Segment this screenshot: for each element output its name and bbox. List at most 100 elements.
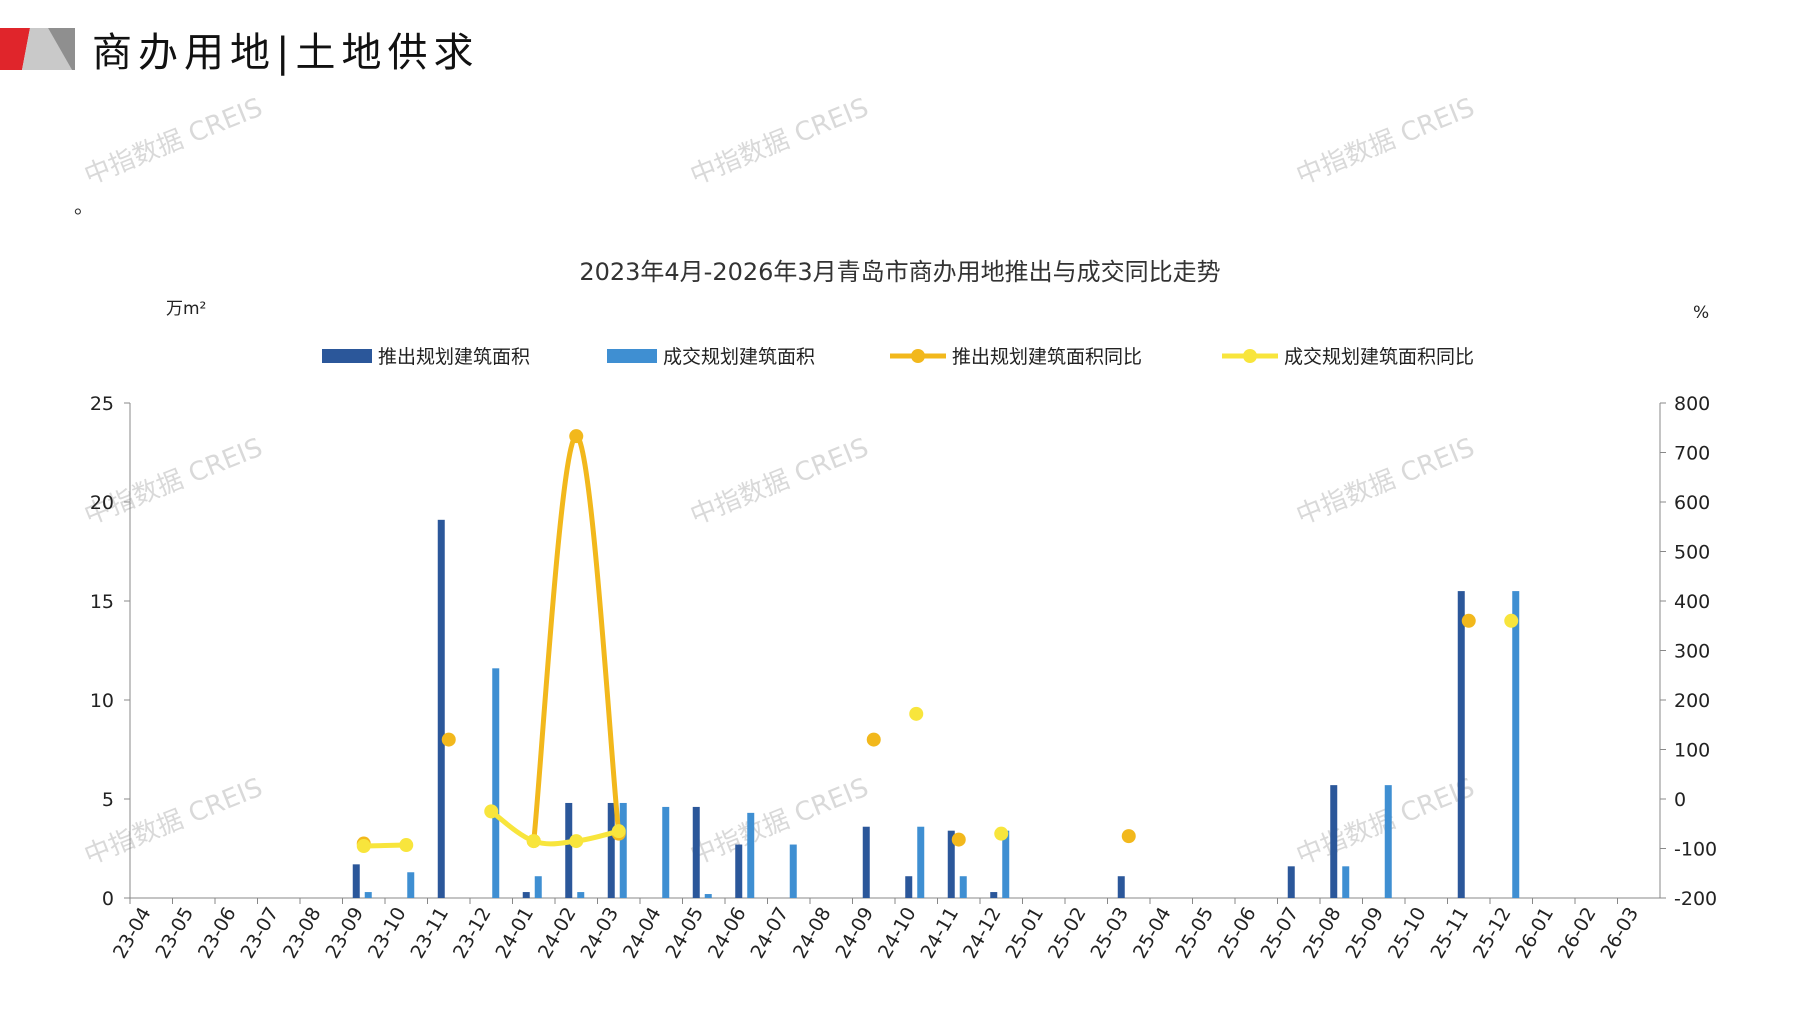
y-tick-label-left: 10	[90, 690, 114, 712]
point-push-ratio	[951, 832, 966, 847]
bar-push	[565, 802, 573, 898]
bar-push	[947, 830, 955, 898]
line-deal-ratio	[489, 809, 620, 847]
bar-deal	[1512, 591, 1520, 898]
x-tick-label: 24-08	[789, 904, 836, 963]
legend-label: 成交规划建筑面积	[663, 346, 815, 368]
y-tick-label-right: 0	[1674, 789, 1686, 811]
bar-deal	[704, 894, 712, 898]
x-tick-label: 24-12	[959, 904, 1006, 963]
x-tick-label: 23-10	[364, 904, 411, 963]
x-tick-label: 25-03	[1086, 904, 1133, 963]
page-title: 商办用地|土地供求	[92, 30, 480, 76]
x-tick-label: 23-12	[449, 904, 496, 963]
bar-push	[607, 802, 615, 898]
bar-push	[905, 876, 913, 898]
x-tick-label: 26-02	[1554, 904, 1601, 963]
bar-deal	[492, 668, 500, 898]
bar-deal	[917, 826, 925, 898]
y-axis-unit-right: %	[1693, 303, 1709, 323]
x-tick-label: 23-06	[194, 904, 241, 963]
x-tick-label: 25-01	[1001, 904, 1048, 963]
y-tick-label-right: -100	[1674, 839, 1717, 861]
point-deal-ratio	[611, 824, 626, 839]
bar-deal	[1002, 830, 1010, 898]
point-push-ratio	[569, 429, 584, 444]
bar-deal	[959, 876, 967, 898]
y-tick-label-right: 800	[1674, 393, 1710, 415]
point-push-ratio	[1461, 613, 1476, 628]
x-tick-label: 23-04	[109, 904, 156, 963]
x-tick-label: 23-09	[321, 904, 368, 963]
bar-push	[1457, 591, 1465, 898]
x-tick-label: 24-10	[874, 904, 921, 963]
bar-push	[735, 844, 743, 898]
bar-deal	[364, 892, 372, 898]
x-tick-label: 25-02	[1044, 904, 1091, 963]
y-tick-label-left: 20	[90, 492, 114, 514]
point-deal-ratio	[356, 839, 371, 854]
x-tick-label: 26-03	[1596, 904, 1643, 963]
x-tick-label: 25-11	[1426, 904, 1473, 963]
x-tick-label: 24-01	[491, 904, 538, 963]
y-tick-label-right: 700	[1674, 443, 1710, 465]
bar-push	[1117, 876, 1125, 898]
bar-deal	[747, 812, 755, 898]
point-push-ratio	[441, 732, 456, 747]
line-push-ratio	[531, 433, 622, 842]
bar-deal	[534, 876, 542, 898]
y-axis-unit-left: 万m²	[166, 299, 206, 319]
legend-marker	[1243, 349, 1257, 363]
x-tick-label: 23-05	[151, 904, 198, 963]
x-tick-label: 23-07	[236, 904, 283, 963]
x-tick-label: 23-08	[279, 904, 326, 963]
point-push-ratio	[1121, 829, 1136, 844]
legend-marker	[911, 349, 925, 363]
x-tick-label: 23-11	[406, 904, 453, 963]
x-tick-label: 24-02	[534, 904, 581, 963]
y-tick-label-right: 400	[1674, 591, 1710, 613]
chart-title: 2023年4月-2026年3月青岛市商办用地推出与成交同比走势	[579, 258, 1220, 286]
bar-push	[352, 864, 360, 898]
bar-deal	[1342, 866, 1350, 898]
bar-push	[437, 519, 445, 898]
y-tick-label-right: 500	[1674, 542, 1710, 564]
x-tick-label: 24-11	[916, 904, 963, 963]
y-tick-label-left: 15	[90, 591, 114, 613]
x-tick-label: 24-03	[576, 904, 623, 963]
brand-logo	[0, 28, 75, 70]
x-tick-label: 25-05	[1171, 904, 1218, 963]
point-deal-ratio	[484, 804, 499, 819]
bar-push	[990, 892, 998, 898]
bar-push	[522, 892, 530, 898]
x-tick-label: 25-12	[1469, 904, 1516, 963]
point-deal-ratio	[526, 834, 541, 849]
y-tick-label-right: 600	[1674, 492, 1710, 514]
legend-swatch	[322, 349, 372, 363]
bar-deal	[577, 892, 585, 898]
point-push-ratio	[866, 732, 881, 747]
y-tick-label-left: 0	[102, 888, 114, 910]
bar-push	[862, 826, 870, 898]
bar-deal	[662, 806, 670, 898]
note-text: 。	[74, 194, 94, 218]
x-tick-label: 26-01	[1511, 904, 1558, 963]
bar-push	[1287, 866, 1295, 898]
y-tick-label-right: 300	[1674, 641, 1710, 663]
x-tick-label: 25-07	[1256, 904, 1303, 963]
x-tick-label: 25-06	[1214, 904, 1261, 963]
legend-swatch	[607, 349, 657, 363]
point-deal-ratio	[569, 834, 584, 849]
bar-deal	[407, 872, 415, 898]
bar-deal	[789, 844, 797, 898]
point-deal-ratio	[909, 706, 924, 721]
x-tick-label: 24-06	[704, 904, 751, 963]
bar-push	[1330, 785, 1338, 898]
bar-deal	[1384, 785, 1392, 898]
legend-label: 推出规划建筑面积	[378, 346, 530, 368]
point-deal-ratio	[399, 838, 414, 853]
bar-push	[692, 806, 700, 898]
y-tick-label-right: 200	[1674, 690, 1710, 712]
y-tick-label-left: 5	[102, 789, 114, 811]
